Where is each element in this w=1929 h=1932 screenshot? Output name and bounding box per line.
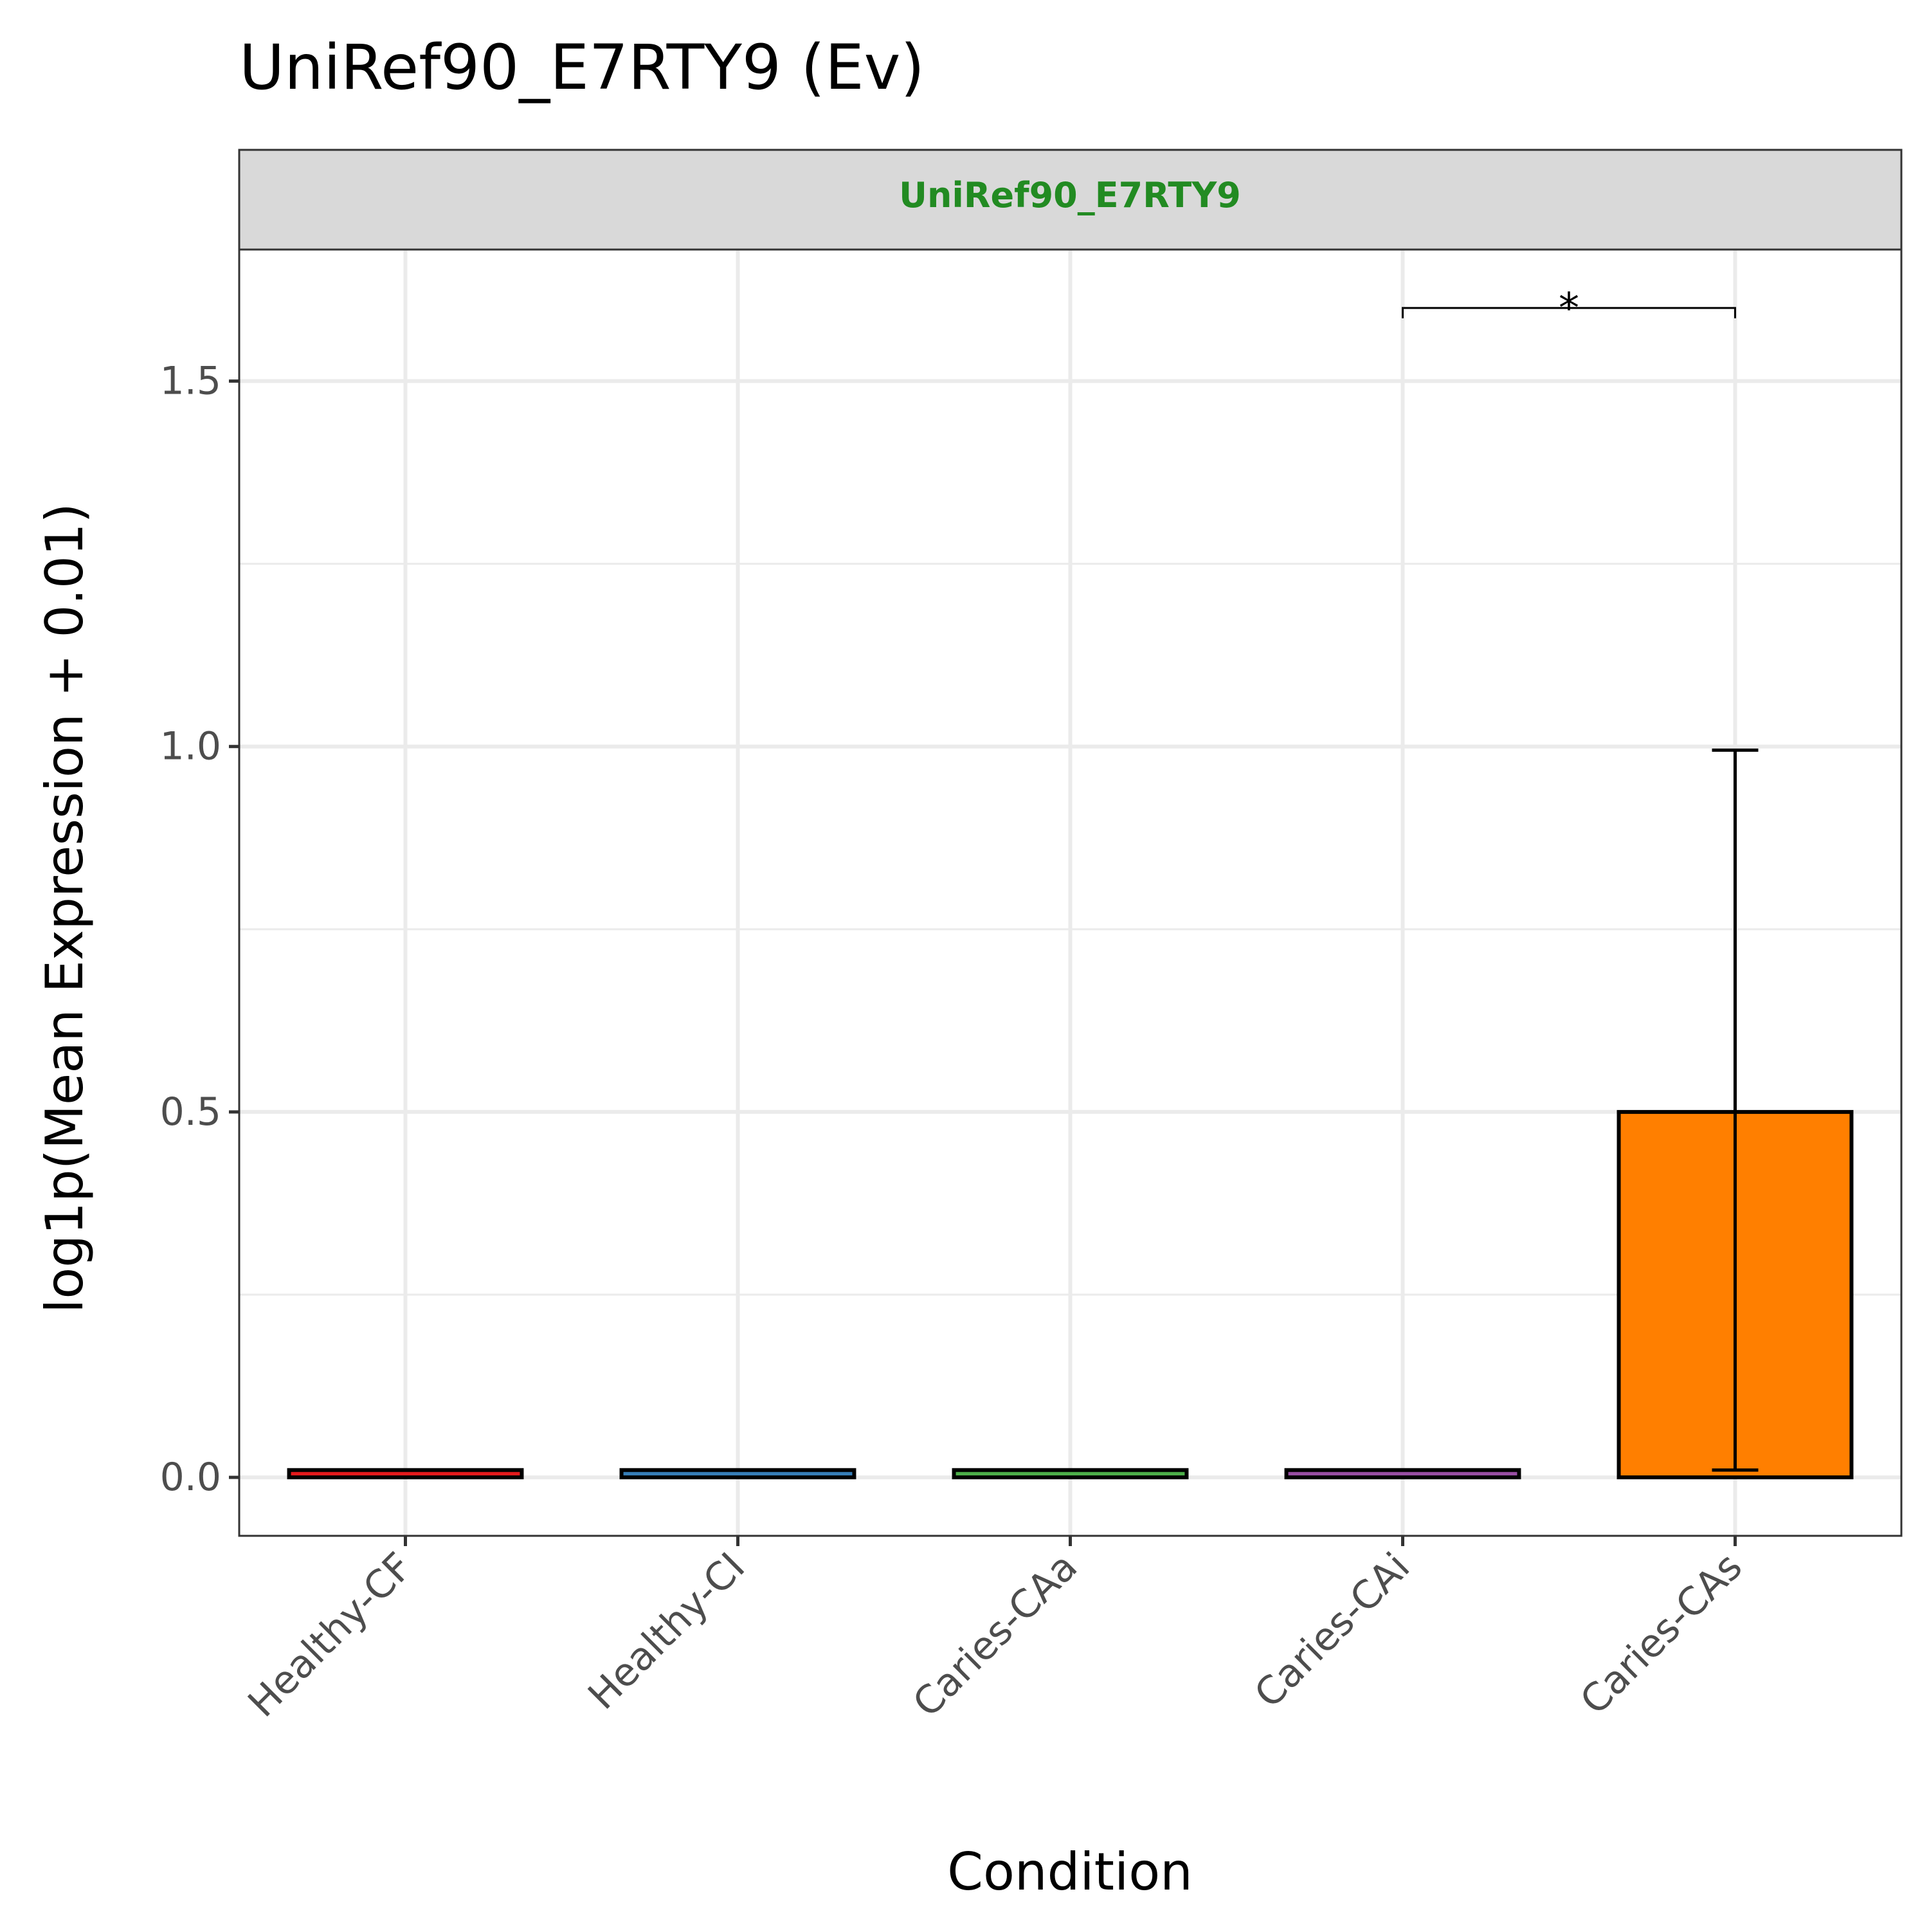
significance-label: * xyxy=(1559,285,1579,333)
facet-strip-label: UniRef90_E7RTY9 xyxy=(899,175,1241,215)
chart-title: UniRef90_E7RTY9 (Ev) xyxy=(239,32,925,104)
x-axis-label: Condition xyxy=(947,1842,1193,1902)
facet-strip: UniRef90_E7RTY9 xyxy=(238,149,1903,251)
significance-bracket: * xyxy=(1402,285,1736,333)
facet-strip-background xyxy=(238,149,1903,251)
y-tick-label: 1.0 xyxy=(160,724,221,769)
y-tick-label: 1.5 xyxy=(160,359,221,404)
plot-panel: * xyxy=(238,248,1903,1537)
y-tick-label: 0.5 xyxy=(160,1089,221,1135)
significance-bracket-line xyxy=(1402,307,1736,318)
y-axis-label: log1p(Mean Expression + 0.01) xyxy=(35,503,95,1313)
error-bar xyxy=(1712,748,1759,1472)
y-tick-label: 0.0 xyxy=(160,1455,221,1500)
